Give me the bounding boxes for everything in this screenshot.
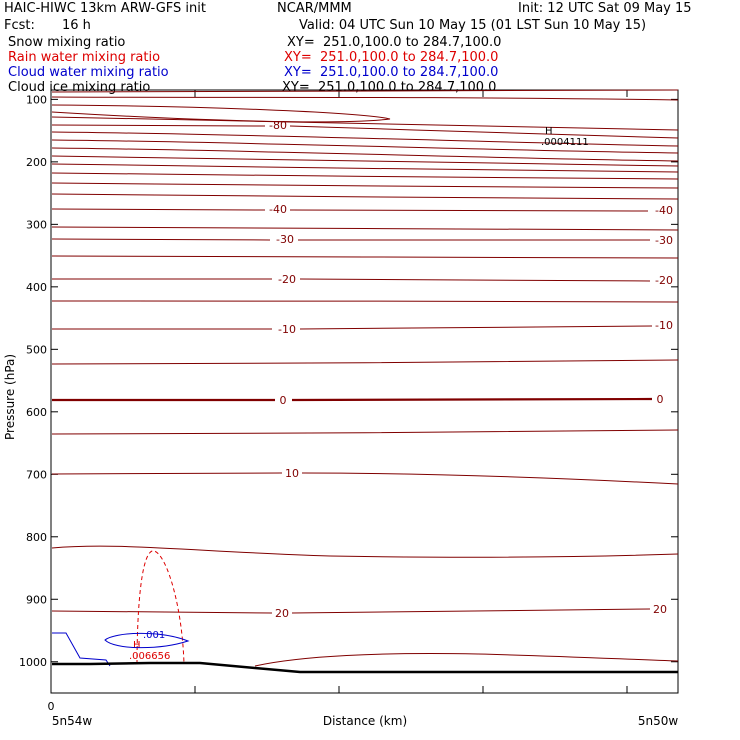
y-tick-label: 600 [26, 406, 47, 419]
legend-snow-label: Snow mixing ratio [8, 35, 126, 50]
temperature-contour [51, 359, 679, 365]
temperature-contour [254, 653, 679, 667]
y-tick-label: 1000 [19, 656, 47, 669]
contour-label: -40 [655, 204, 673, 217]
forecast-hour: 16 h [62, 18, 91, 33]
forecast-label: Fcst: [4, 18, 35, 33]
temperature-contours [51, 89, 679, 667]
temperature-contour [289, 125, 679, 139]
temperature-contour [51, 193, 679, 200]
temperature-contour [51, 208, 266, 211]
contour-label: 0 [280, 394, 287, 407]
y-tick-label: 900 [26, 593, 47, 606]
temperature-contour [299, 278, 651, 282]
contour-label: -80 [269, 119, 287, 132]
temperature-contour [51, 155, 679, 167]
legend-rain-xy: XY= 251.0,100.0 to 284.7,100.0 [284, 50, 499, 65]
contour-label: -20 [278, 273, 296, 286]
legend-snow-xy: XY= 251.0,100.0 to 284.7,100.0 [287, 35, 502, 50]
temperature-contour [301, 472, 679, 485]
legend-cloud-ice-label: Cloud ice mixing ratio [8, 80, 151, 95]
contour-label: 20 [653, 603, 667, 616]
legend-cloud-water-xy: XY= 251.0,100.0 to 284.7,100.0 [284, 65, 499, 80]
x-origin-label: 0 [48, 700, 55, 713]
contour-labels: -80 -40 -40 -30 -30 -20 -20 -10 -10 0 0 … [269, 119, 673, 620]
temperature-contour [51, 96, 679, 101]
legend-cloud-water-label: Cloud water mixing ratio [8, 65, 169, 80]
temperature-contour [51, 139, 679, 154]
contour-label: -30 [655, 234, 673, 247]
temperature-contour [289, 209, 649, 212]
temperature-contour [51, 610, 273, 614]
plot-title: HAIC-HIWC 13km ARW-GFS init [4, 1, 206, 16]
temperature-contour [51, 172, 679, 180]
temperature-contour [51, 238, 271, 241]
cloud-water-contour [104, 632, 190, 649]
contour-label: -10 [655, 319, 673, 332]
temperature-contour [51, 545, 679, 558]
max-marker: H [133, 640, 141, 651]
temperature-contour [291, 608, 651, 614]
contour-label: 20 [275, 607, 289, 620]
contour-label: -40 [269, 203, 287, 216]
rain-max-annotation: H .006656 [129, 640, 170, 662]
temperature-contour [51, 429, 679, 435]
plot-frame [50, 89, 679, 694]
temperature-contour [51, 116, 679, 131]
x-axis-label: Distance (km) [323, 714, 407, 728]
temperature-contour [51, 147, 679, 162]
max-value: .006656 [129, 651, 170, 662]
init-time: Init: 12 UTC Sat 09 May 15 [518, 1, 692, 16]
x-axis-ticks [194, 90, 628, 693]
temperature-contour [51, 182, 679, 189]
cloud-water-contour [52, 632, 111, 667]
ice-max-annotation: H .0004111 [541, 126, 589, 148]
x-left-label: 5n54w [52, 714, 93, 728]
contour-label: 10 [285, 467, 299, 480]
y-tick-label: 300 [26, 218, 47, 231]
temperature-contour [51, 131, 679, 147]
organization-label: NCAR/MMM [277, 1, 352, 16]
rain-contour [136, 550, 185, 665]
y-tick-label: 500 [26, 343, 47, 356]
contour-label: -20 [655, 274, 673, 287]
max-marker: H [545, 126, 553, 137]
contour-label: -10 [278, 323, 296, 336]
terrain-line [52, 661, 678, 674]
valid-time: Valid: 04 UTC Sun 10 May 15 (01 LST Sun … [299, 18, 647, 33]
y-tick-label: 700 [26, 468, 47, 481]
y-tick-label: 800 [26, 531, 47, 544]
temperature-contour [299, 325, 653, 330]
temperature-contour [51, 255, 679, 259]
temperature-contour [51, 124, 266, 127]
y-tick-label: 100 [26, 93, 47, 106]
y-tick-label: 400 [26, 281, 47, 294]
temperature-contour [291, 397, 653, 402]
contour-label: -30 [276, 233, 294, 246]
temperature-contour [51, 89, 679, 93]
temperature-contour [51, 472, 283, 475]
cloud-water-label: .001 [143, 630, 165, 641]
temperature-contour [51, 104, 391, 123]
temperature-contour [51, 163, 679, 173]
max-value: .0004111 [541, 137, 589, 148]
contour-label: 0 [657, 393, 664, 406]
temperature-contour [51, 226, 679, 231]
temperature-contour [51, 300, 679, 303]
y-axis-label: Pressure (hPa) [3, 354, 17, 440]
legend-rain-label: Rain water mixing ratio [8, 50, 161, 65]
x-right-label: 5n50w [638, 714, 679, 728]
y-tick-label: 200 [26, 156, 47, 169]
